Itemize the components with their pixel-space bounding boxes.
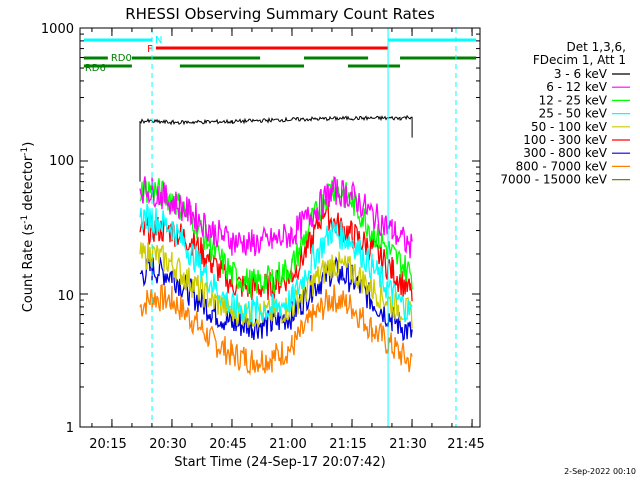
x-tick-label: 20:30 [149,437,186,452]
x-tick-label: 21:30 [389,437,426,452]
legend-label: 50 - 100 keV [531,120,608,134]
series-line [139,242,413,329]
y-tick-label: 10 [57,289,74,304]
legend-label: 7000 - 15000 keV [500,173,607,187]
y-label-part: ) [21,142,36,147]
y-label-part: detector [21,155,36,215]
legend-label: 100 - 300 keV [523,133,607,147]
flag-label: RD0 [111,53,132,64]
legend-label: 12 - 25 keV [539,93,608,107]
x-tick-labels: 20:15 20:30 20:45 21:00 21:15 21:30 21:4… [89,437,484,452]
legend-label: 25 - 50 keV [539,107,608,121]
y-tick-label: 100 [49,154,74,169]
x-tick-label: 21:00 [269,437,306,452]
legend-label: 6 - 12 keV [546,80,608,94]
chart-title: RHESSI Observing Summary Count Rates [125,5,435,23]
x-tick-label: 20:15 [89,437,126,452]
legend-label: 300 - 800 keV [523,146,607,160]
y-tick-labels: 1 10 100 1000 [41,22,74,436]
flags-layer: NF RD0 RD6 [83,35,477,74]
y-tick-label: 1000 [41,22,74,37]
flag-label: F [147,44,153,55]
series-line [139,178,413,298]
legend-header: FDecim 1, Att 1 [533,53,626,67]
flag-label: RD6 [85,63,106,74]
series-line [139,203,413,324]
footer-date: 2-Sep-2022 00:10 [564,467,636,476]
x-tick-label: 21:15 [329,437,366,452]
y-tick-label: 1 [66,421,74,436]
series-line [139,200,413,302]
legend-label: 800 - 7000 keV [516,159,608,173]
y-axis-label: Count Rate (s-1 detector-1) [20,142,36,313]
x-axis-label: Start Time (24-Sep-17 20:07:42) [174,455,385,470]
y-label-part: Count Rate (s [21,224,36,313]
ticks-layer [80,28,480,428]
series-line [139,114,413,182]
y-label-sup: -1 [20,147,30,156]
flag-label: N [155,35,162,46]
series-line [139,256,413,342]
series-layer [139,114,413,376]
x-tick-label: 21:45 [447,437,484,452]
plot-frame [79,27,481,428]
series-line [139,175,413,259]
series-line [139,283,413,376]
legend-label: 3 - 6 keV [554,67,608,81]
legend-header: Det 1,3,6, [567,40,627,54]
x-tick-label: 20:45 [209,437,246,452]
y-label-sup: -1 [20,215,30,224]
